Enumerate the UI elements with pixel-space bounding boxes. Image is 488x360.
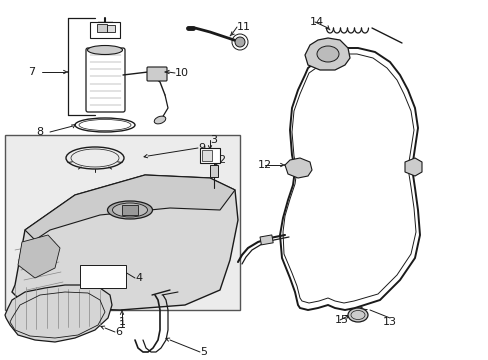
Bar xyxy=(90,22,120,38)
Text: 14: 14 xyxy=(309,17,324,27)
Text: 11: 11 xyxy=(237,22,250,32)
Polygon shape xyxy=(12,175,238,310)
Text: 8: 8 xyxy=(37,127,43,137)
Ellipse shape xyxy=(316,46,338,62)
FancyBboxPatch shape xyxy=(86,48,125,112)
Polygon shape xyxy=(404,158,421,176)
Polygon shape xyxy=(25,175,235,240)
Ellipse shape xyxy=(347,308,367,322)
Bar xyxy=(260,235,273,245)
Text: 2: 2 xyxy=(218,155,224,165)
Circle shape xyxy=(235,37,244,47)
Ellipse shape xyxy=(112,203,147,217)
Text: 3: 3 xyxy=(209,135,217,145)
Ellipse shape xyxy=(87,45,122,54)
Text: 5: 5 xyxy=(200,347,206,357)
FancyBboxPatch shape xyxy=(147,67,167,81)
Polygon shape xyxy=(5,285,112,342)
Bar xyxy=(122,205,138,215)
Text: 6: 6 xyxy=(115,327,122,337)
Text: 13: 13 xyxy=(382,317,396,327)
Bar xyxy=(200,148,220,163)
Text: 7: 7 xyxy=(28,67,36,77)
Bar xyxy=(5,135,240,310)
Polygon shape xyxy=(285,158,311,178)
Bar xyxy=(97,24,107,32)
Text: 15: 15 xyxy=(334,315,348,325)
Bar xyxy=(107,25,115,32)
Ellipse shape xyxy=(154,116,165,124)
Ellipse shape xyxy=(107,201,152,219)
Polygon shape xyxy=(305,38,349,70)
Text: 10: 10 xyxy=(175,68,189,78)
Text: 9: 9 xyxy=(198,143,204,153)
Text: 12: 12 xyxy=(258,160,271,170)
Text: 4: 4 xyxy=(135,273,142,283)
Text: 1: 1 xyxy=(118,320,125,330)
Bar xyxy=(209,165,218,177)
Polygon shape xyxy=(18,235,60,278)
Text: 1: 1 xyxy=(118,317,125,327)
Bar xyxy=(202,150,212,161)
FancyBboxPatch shape xyxy=(80,265,125,288)
